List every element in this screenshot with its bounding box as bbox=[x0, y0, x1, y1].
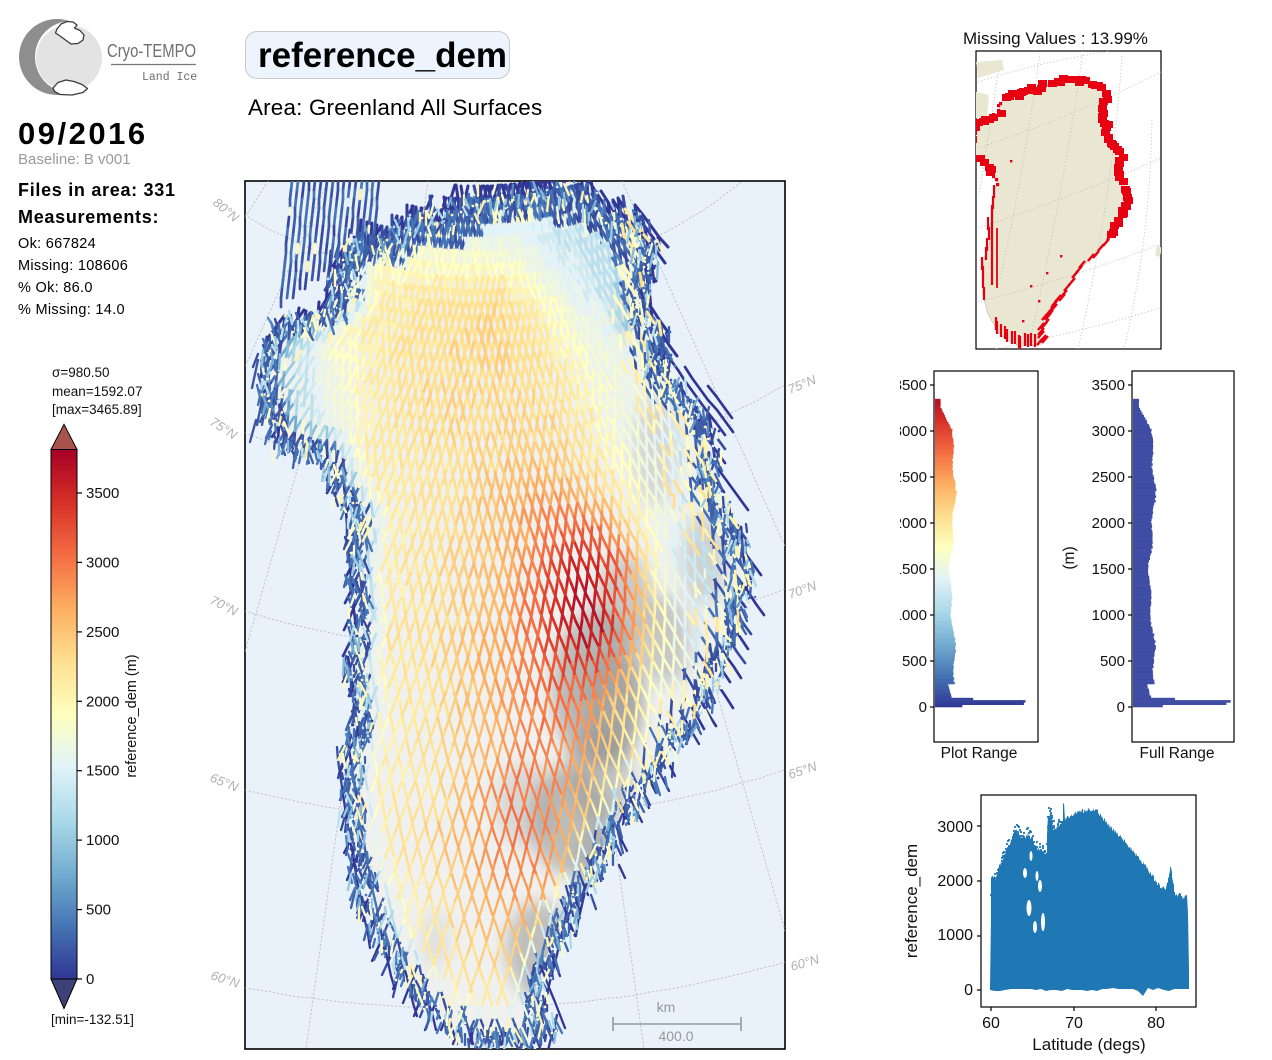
svg-text:2500: 2500 bbox=[900, 469, 927, 486]
svg-text:reference_dem (m): reference_dem (m) bbox=[124, 654, 140, 777]
svg-text:65°N: 65°N bbox=[786, 758, 819, 781]
svg-text:2000: 2000 bbox=[1092, 515, 1125, 532]
svg-text:60: 60 bbox=[982, 1015, 1000, 1032]
svg-text:2000: 2000 bbox=[937, 873, 973, 890]
svg-text:3500: 3500 bbox=[1092, 377, 1125, 394]
svg-text:σ=980.50: σ=980.50 bbox=[52, 365, 110, 380]
svg-text:80°N: 80°N bbox=[210, 195, 242, 226]
svg-text:70°N: 70°N bbox=[786, 578, 819, 602]
svg-text:500: 500 bbox=[86, 902, 111, 919]
svg-text:km: km bbox=[657, 999, 676, 1015]
svg-text:1500: 1500 bbox=[1092, 561, 1125, 578]
svg-text:1000: 1000 bbox=[86, 832, 119, 849]
svg-text:0: 0 bbox=[964, 982, 973, 999]
svg-text:1000: 1000 bbox=[1092, 607, 1125, 624]
svg-text:1500: 1500 bbox=[86, 763, 119, 780]
svg-text:3000: 3000 bbox=[1092, 423, 1125, 440]
svg-text:3500: 3500 bbox=[86, 485, 119, 502]
svg-text:Missing Values : 13.99%: Missing Values : 13.99% bbox=[963, 29, 1148, 48]
svg-text:3500: 3500 bbox=[900, 377, 927, 394]
svg-text:3000: 3000 bbox=[900, 423, 927, 440]
svg-text:Full Range: Full Range bbox=[1140, 745, 1215, 762]
svg-text:Plot Range: Plot Range bbox=[941, 745, 1018, 762]
svg-text:70: 70 bbox=[1065, 1015, 1083, 1032]
svg-text:60°N: 60°N bbox=[789, 951, 822, 974]
svg-text:1500: 1500 bbox=[900, 561, 927, 578]
svg-text:2500: 2500 bbox=[86, 624, 119, 641]
svg-text:80: 80 bbox=[1147, 1015, 1165, 1032]
svg-text:75°N: 75°N bbox=[786, 372, 819, 397]
svg-text:1000: 1000 bbox=[937, 927, 973, 944]
svg-text:Latitude (degs): Latitude (degs) bbox=[1032, 1035, 1145, 1054]
svg-text:400.0: 400.0 bbox=[658, 1028, 693, 1044]
svg-text:0: 0 bbox=[1117, 699, 1125, 716]
svg-text:1000: 1000 bbox=[900, 607, 927, 624]
svg-text:2500: 2500 bbox=[1092, 469, 1125, 486]
svg-text:2000: 2000 bbox=[86, 693, 119, 710]
svg-text:mean=1592.07: mean=1592.07 bbox=[52, 384, 142, 399]
svg-text:Cryo-TEMPO: Cryo-TEMPO bbox=[107, 41, 196, 61]
svg-text:Land Ice: Land Ice bbox=[142, 71, 197, 84]
svg-text:[max=3465.89]: [max=3465.89] bbox=[52, 402, 142, 417]
svg-text:2000: 2000 bbox=[900, 515, 927, 532]
svg-text:[min=-132.51]: [min=-132.51] bbox=[51, 1012, 134, 1027]
svg-text:500: 500 bbox=[1100, 653, 1125, 670]
svg-text:3000: 3000 bbox=[937, 819, 973, 836]
svg-text:0: 0 bbox=[919, 699, 927, 716]
svg-text:reference_dem: reference_dem bbox=[902, 844, 921, 958]
svg-text:500: 500 bbox=[902, 653, 927, 670]
svg-text:0: 0 bbox=[86, 971, 94, 988]
svg-text:(m): (m) bbox=[1061, 546, 1078, 569]
svg-text:3000: 3000 bbox=[86, 554, 119, 571]
